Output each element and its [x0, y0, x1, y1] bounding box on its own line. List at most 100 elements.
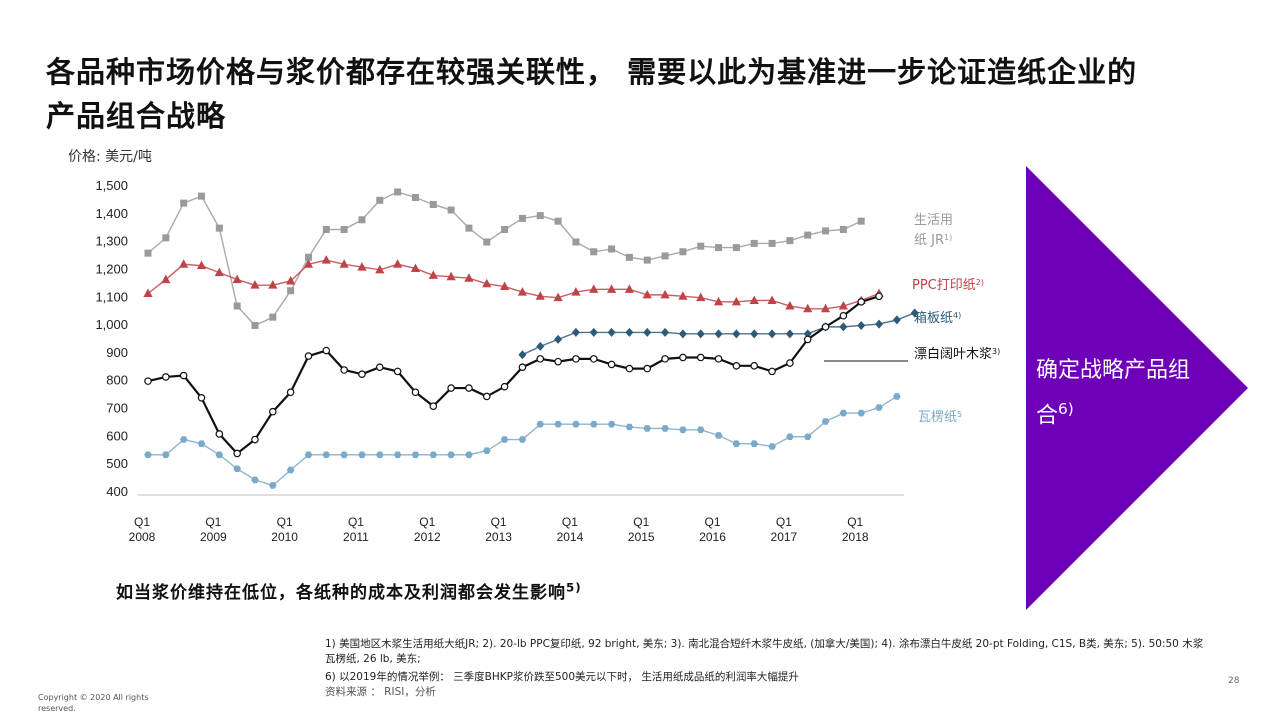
- y-tick-label: 1,000: [95, 317, 128, 332]
- series-4-point: [269, 482, 277, 489]
- series-3-point: [536, 355, 545, 363]
- series-3-point: [233, 449, 241, 458]
- x-tick-label-quarter: Q1: [205, 515, 221, 529]
- series-0-point: [483, 238, 491, 246]
- series-3-point: [393, 367, 402, 376]
- series-4-point: [661, 425, 669, 432]
- series-0-point: [322, 226, 330, 234]
- series-1-point: [589, 284, 599, 293]
- y-tick-label: 500: [106, 456, 128, 471]
- page-number: 28: [1228, 676, 1240, 686]
- series-4-point: [197, 440, 206, 447]
- series-3-point: [589, 355, 598, 363]
- series-4-point: [572, 420, 580, 428]
- series-4-point: [233, 465, 241, 472]
- series-4-point: [732, 440, 741, 447]
- y-tick-label: 1,100: [95, 289, 128, 304]
- series-3-point: [643, 364, 652, 373]
- series-1-point: [232, 274, 242, 284]
- series-label-tissue-line2: 纸 JR1): [914, 233, 952, 248]
- series-0-point: [411, 194, 419, 202]
- series-4-point: [893, 393, 901, 400]
- series-4-point: [393, 451, 402, 459]
- series-0-point: [287, 287, 295, 295]
- footnote-line-1: 1) 美国地区木浆生活用纸大纸JR; 2). 20-lb PPC复印纸, 92 …: [325, 638, 1204, 665]
- series-1-point: [143, 288, 153, 297]
- x-tick-label-year: 2016: [699, 530, 726, 544]
- series-2-point: [607, 327, 616, 337]
- series-2-point: [536, 341, 545, 351]
- y-tick-label: 1,500: [95, 178, 128, 193]
- series-0-point: [715, 244, 723, 252]
- series-2-point: [554, 334, 563, 344]
- x-tick-label-year: 2015: [628, 530, 655, 544]
- series-3-point: [375, 363, 384, 372]
- series-4-point: [625, 423, 634, 431]
- series-0-point: [162, 234, 170, 242]
- series-4-point: [500, 436, 509, 443]
- series-0-point: [215, 224, 223, 232]
- series-3-point: [482, 392, 491, 401]
- series-0-point: [251, 321, 259, 329]
- series-0-point: [608, 245, 616, 253]
- series-0-point: [857, 217, 865, 225]
- x-tick-label-year: 2018: [842, 530, 869, 544]
- series-0-point: [750, 239, 758, 247]
- series-1-point: [785, 301, 795, 310]
- series-0-point: [429, 200, 437, 208]
- series-label-1: PPC打印纸2): [912, 278, 984, 293]
- series-3-point: [429, 402, 438, 410]
- series-2-point: [589, 327, 598, 337]
- series-4-point: [465, 451, 473, 459]
- series-0-point: [625, 253, 633, 261]
- series-0-point: [804, 231, 812, 239]
- series-4-point: [251, 476, 259, 484]
- y-tick-label: 1,200: [95, 261, 128, 276]
- x-tick-label-quarter: Q1: [134, 515, 150, 529]
- x-tick-label-year: 2013: [485, 530, 512, 544]
- arrow-text: 确定战略产品组合6): [1036, 352, 1196, 435]
- series-2-point: [839, 322, 848, 332]
- series-3-point: [839, 311, 848, 320]
- series-3-point: [732, 362, 741, 370]
- series-4-point: [696, 426, 705, 434]
- x-tick-label-quarter: Q1: [562, 515, 578, 529]
- series-1-point: [321, 255, 331, 264]
- series-3-point: [679, 353, 687, 362]
- footnote-line-2: 6) 以2019年的情况举例： 三季度BHKP浆价跌至500美元以下时， 生活用…: [325, 671, 799, 683]
- series-0-point: [394, 188, 402, 196]
- series-1-point: [660, 289, 670, 299]
- series-3-point: [821, 323, 830, 331]
- series-0-point: [839, 226, 847, 234]
- series-1-point: [820, 303, 831, 313]
- series-3-point: [500, 382, 509, 391]
- x-tick-label-quarter: Q1: [776, 515, 792, 529]
- series-1-point: [161, 274, 171, 284]
- series-0-point: [180, 199, 188, 207]
- x-tick-label-year: 2012: [414, 530, 441, 544]
- series-label-sup: 5: [957, 410, 962, 419]
- series-1-point: [339, 259, 349, 268]
- series-1-point: [606, 284, 617, 293]
- series-0-point: [572, 238, 580, 246]
- series-4-point: [286, 466, 295, 474]
- series-3-point: [286, 388, 295, 397]
- series-2-point: [875, 319, 884, 329]
- series-2-point: [857, 320, 866, 330]
- series-1-point: [196, 260, 207, 270]
- series-3-point: [411, 388, 420, 397]
- series-1-point: [571, 287, 581, 296]
- series-3-point: [179, 371, 188, 380]
- x-tick-label-year: 2010: [271, 530, 298, 544]
- series-1-point: [535, 291, 545, 300]
- series-3-point: [714, 355, 723, 363]
- series-1-point: [624, 284, 635, 293]
- series-3-point: [572, 355, 580, 363]
- series-3-point: [215, 430, 224, 438]
- series-3-point: [197, 394, 206, 402]
- source-note: 资料来源 ： RISI，分析: [325, 686, 436, 698]
- subtitle-text: 如当浆价维持在低位，各纸种的成本及利润都会发生影响: [116, 583, 566, 603]
- series-0-point: [233, 302, 241, 310]
- x-tick-label-quarter: Q1: [277, 515, 293, 529]
